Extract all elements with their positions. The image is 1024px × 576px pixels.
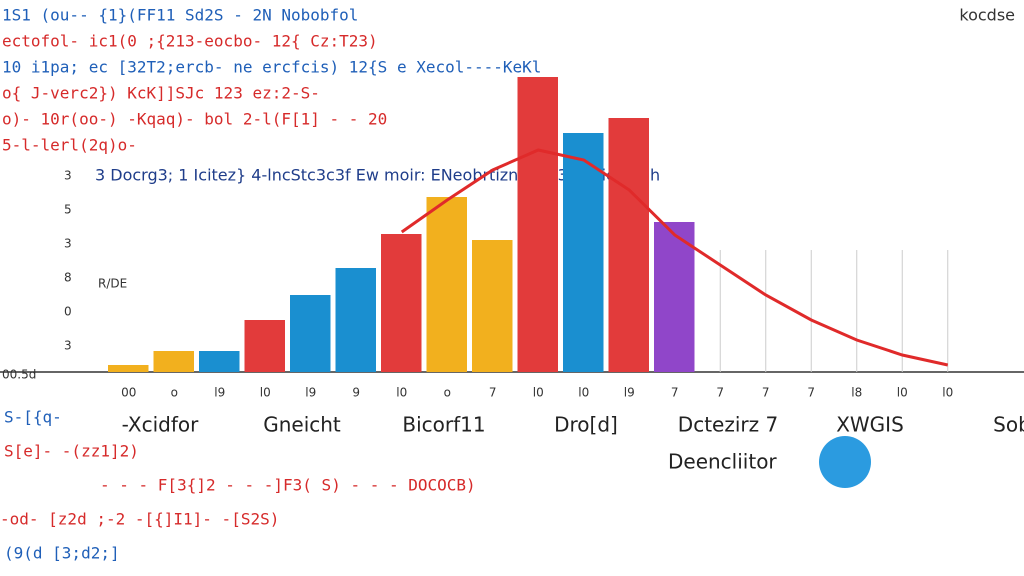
x-tick-label: o [171, 386, 178, 400]
x-tick-label: 7 [716, 386, 724, 400]
x-tick-label: l0 [260, 386, 271, 400]
code-line: o{ J-verc2}) KcK]]SJc 123 ez:2-S- [2, 84, 320, 103]
code-line: 1S1 (ou-- {1}(FF11 Sd2S - 2N Nobobfol [2, 6, 358, 25]
code-line: S[e]- -(zz1]2) [4, 442, 139, 461]
y-label: 3 [64, 237, 72, 251]
x-tick-label: l9 [214, 386, 225, 400]
x-tick-label: l0 [396, 386, 407, 400]
x-tick-label: l0 [942, 386, 953, 400]
bar [426, 197, 467, 372]
x-tick-label: 7 [807, 386, 815, 400]
bar [381, 234, 422, 372]
legend-label: Deencliitor [668, 450, 777, 474]
y-label: 8 [64, 271, 72, 285]
y-label: 3 [64, 169, 72, 183]
x-tick-label: 9 [352, 386, 360, 400]
y-label: 3 [64, 339, 72, 353]
x-tick-label: o [444, 386, 451, 400]
code-line: o)- 10r(oo-) -Kqaq)- bol 2-l(F[1] - - 20 [2, 110, 387, 129]
corner-label: kocdse [959, 6, 1015, 25]
y-label: 0 [64, 305, 72, 319]
bar [335, 268, 376, 372]
code-line: -od- [z2d ;-2 -[{]I1]- -[S2S) [0, 510, 279, 529]
logo-icon [819, 436, 871, 488]
bar [244, 320, 285, 372]
group-label: -Xcidfor [122, 413, 199, 437]
trend-curve [400, 148, 949, 367]
code-line: 10 i1pa; ec [32T2;ercb- ne ercfcis) 12{S… [2, 58, 541, 77]
x-tick-label: l0 [533, 386, 544, 400]
x-tick-label: l8 [851, 386, 862, 400]
code-line: (9(d [3;d2;] [4, 544, 120, 563]
bar [153, 351, 194, 372]
code-line: 5-l-lerl(2q)o- [2, 136, 137, 155]
bar [563, 133, 604, 372]
x-tick-label: l9 [624, 386, 635, 400]
group-label: XWGIS [836, 413, 904, 437]
x-tick-label: l0 [578, 386, 589, 400]
x-tick-label: 7 [671, 386, 679, 400]
group-label: Dro[d] [554, 413, 618, 437]
side-label: R/DE [98, 277, 127, 291]
bar [290, 295, 331, 372]
bar [608, 118, 649, 372]
group-label: Dctezirz 7 [678, 413, 778, 437]
y-label: 00.5d [2, 368, 36, 382]
bar [472, 240, 513, 372]
x-tick-label: 7 [489, 386, 497, 400]
y-label: 5 [64, 203, 72, 217]
group-label: Gneicht [263, 413, 341, 437]
bar [199, 351, 240, 372]
x-tick-label: l9 [305, 386, 316, 400]
code-line: - - - F[3{]2 - - -]F3( S) - - - DOCOCB) [100, 476, 476, 495]
code-line: ectofol- ic1(0 ;{213-eocbo- 12{ Cz:T23) [2, 32, 378, 51]
group-label: Sob [993, 413, 1024, 437]
x-tick-label: 7 [762, 386, 770, 400]
code-line: S-[{q- [4, 408, 62, 427]
x-tick-label: 00 [121, 386, 136, 400]
bar [517, 77, 558, 372]
bar [654, 222, 695, 372]
bar [108, 365, 149, 372]
x-tick-label: l0 [897, 386, 908, 400]
group-label: Bicorf11 [402, 413, 485, 437]
